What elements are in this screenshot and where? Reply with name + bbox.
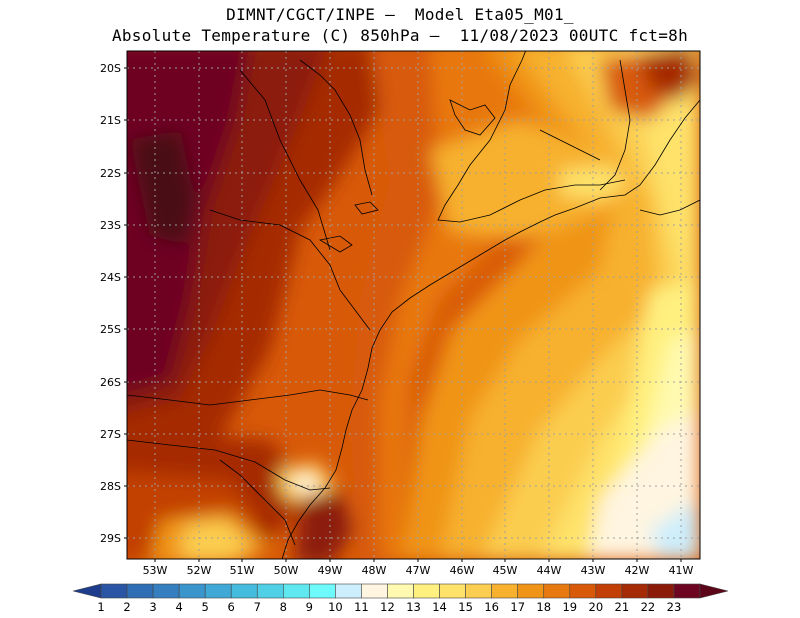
lon-label: 46W [450,564,475,577]
title-line-2: Absolute Temperature (C) 850hPa — 11/08/… [111,26,689,45]
colorbar-swatch [283,583,310,599]
colorbar-label: 5 [202,600,209,614]
map-frame [126,50,701,560]
colorbar-swatch [309,583,336,599]
colorbar [72,583,729,599]
colorbar-label: 2 [123,600,130,614]
lon-label: 48W [362,564,387,577]
lat-label: 26S [100,376,121,389]
latitude-labels: 20S 21S 22S 23S 24S 25S 26S 27S 28S 29S [100,62,121,545]
colorbar-label: 16 [484,600,499,614]
lon-label: 52W [187,564,212,577]
lat-label: 22S [100,167,121,180]
colorbar-label: 18 [536,600,551,614]
gridlines [127,51,700,559]
colorbar-swatch [543,583,571,599]
colorbar-label: 13 [406,600,421,614]
lat-label: 24S [100,271,121,284]
lon-label: 45W [493,564,518,577]
temperature-field [127,51,700,559]
lat-label: 29S [100,532,121,545]
colorbar-label: 1 [97,600,104,614]
colorbar-right-arrow [699,583,729,599]
colorbar-swatch [204,583,232,599]
colorbar-label: 3 [149,600,156,614]
colorbar-swatch [126,583,154,599]
colorbar-left-arrow [72,583,102,599]
colorbar-label: 6 [228,600,235,614]
lon-label: 41W [669,564,694,577]
colorbar-swatch [621,583,649,599]
colorbar-label: 21 [615,600,630,614]
colorbar-labels: 1 2 3 4 5 6 7 8 9 10 11 12 13 14 15 16 17 18 19 20 21 22 23 [97,600,681,614]
lon-label: 53W [143,564,168,577]
colorbar-swatch [100,583,128,599]
lat-label: 25S [100,323,121,336]
colorbar-label: 15 [458,600,473,614]
colorbar-label: 14 [432,600,447,614]
coastlines-borders [127,51,700,559]
colorbar-swatch [230,583,258,599]
lon-label: 42W [625,564,650,577]
colorbar-swatch [387,583,414,599]
colorbar-label: 10 [328,600,343,614]
colorbar-swatch [335,583,362,599]
colorbar-swatch [361,583,388,599]
colorbar-swatch [413,583,440,599]
lat-label: 20S [100,62,121,75]
colorbar-label: 4 [175,600,182,614]
lon-label: 47W [406,564,431,577]
colorbar-label: 19 [562,600,577,614]
colorbar-swatch [673,583,701,599]
colorbar-label: 23 [667,600,682,614]
colorbar-swatch [517,583,545,599]
lat-label: 21S [100,114,121,127]
colorbar-swatch [465,583,492,599]
colorbar-label: 7 [254,600,261,614]
colorbar-swatch [152,583,180,599]
title-line-1: DIMNT/CGCT/INPE — Model Eta05_M01_ [226,5,574,24]
colorbar-label: 12 [380,600,395,614]
colorbar-swatch [491,583,518,599]
lon-label: 44W [537,564,562,577]
longitude-labels: 53W 52W 51W 50W 49W 48W 47W 46W 45W 44W … [143,564,694,577]
colorbar-swatch [178,583,206,599]
lon-label: 49W [318,564,343,577]
lat-label: 28S [100,480,121,493]
colorbar-swatch [569,583,597,599]
lat-label: 23S [100,219,121,232]
colorbar-label: 8 [280,600,287,614]
lon-label: 43W [581,564,606,577]
colorbar-label: 9 [306,600,313,614]
lon-label: 51W [230,564,255,577]
colorbar-swatch [595,583,623,599]
colorbar-label: 20 [589,600,604,614]
lon-label: 50W [274,564,299,577]
lat-label: 27S [100,428,121,441]
colorbar-swatch [647,583,675,599]
colorbar-label: 17 [510,600,525,614]
colorbar-swatch [439,583,466,599]
colorbar-label: 11 [354,600,369,614]
colorbar-swatch [256,583,284,599]
colorbar-label: 22 [641,600,656,614]
